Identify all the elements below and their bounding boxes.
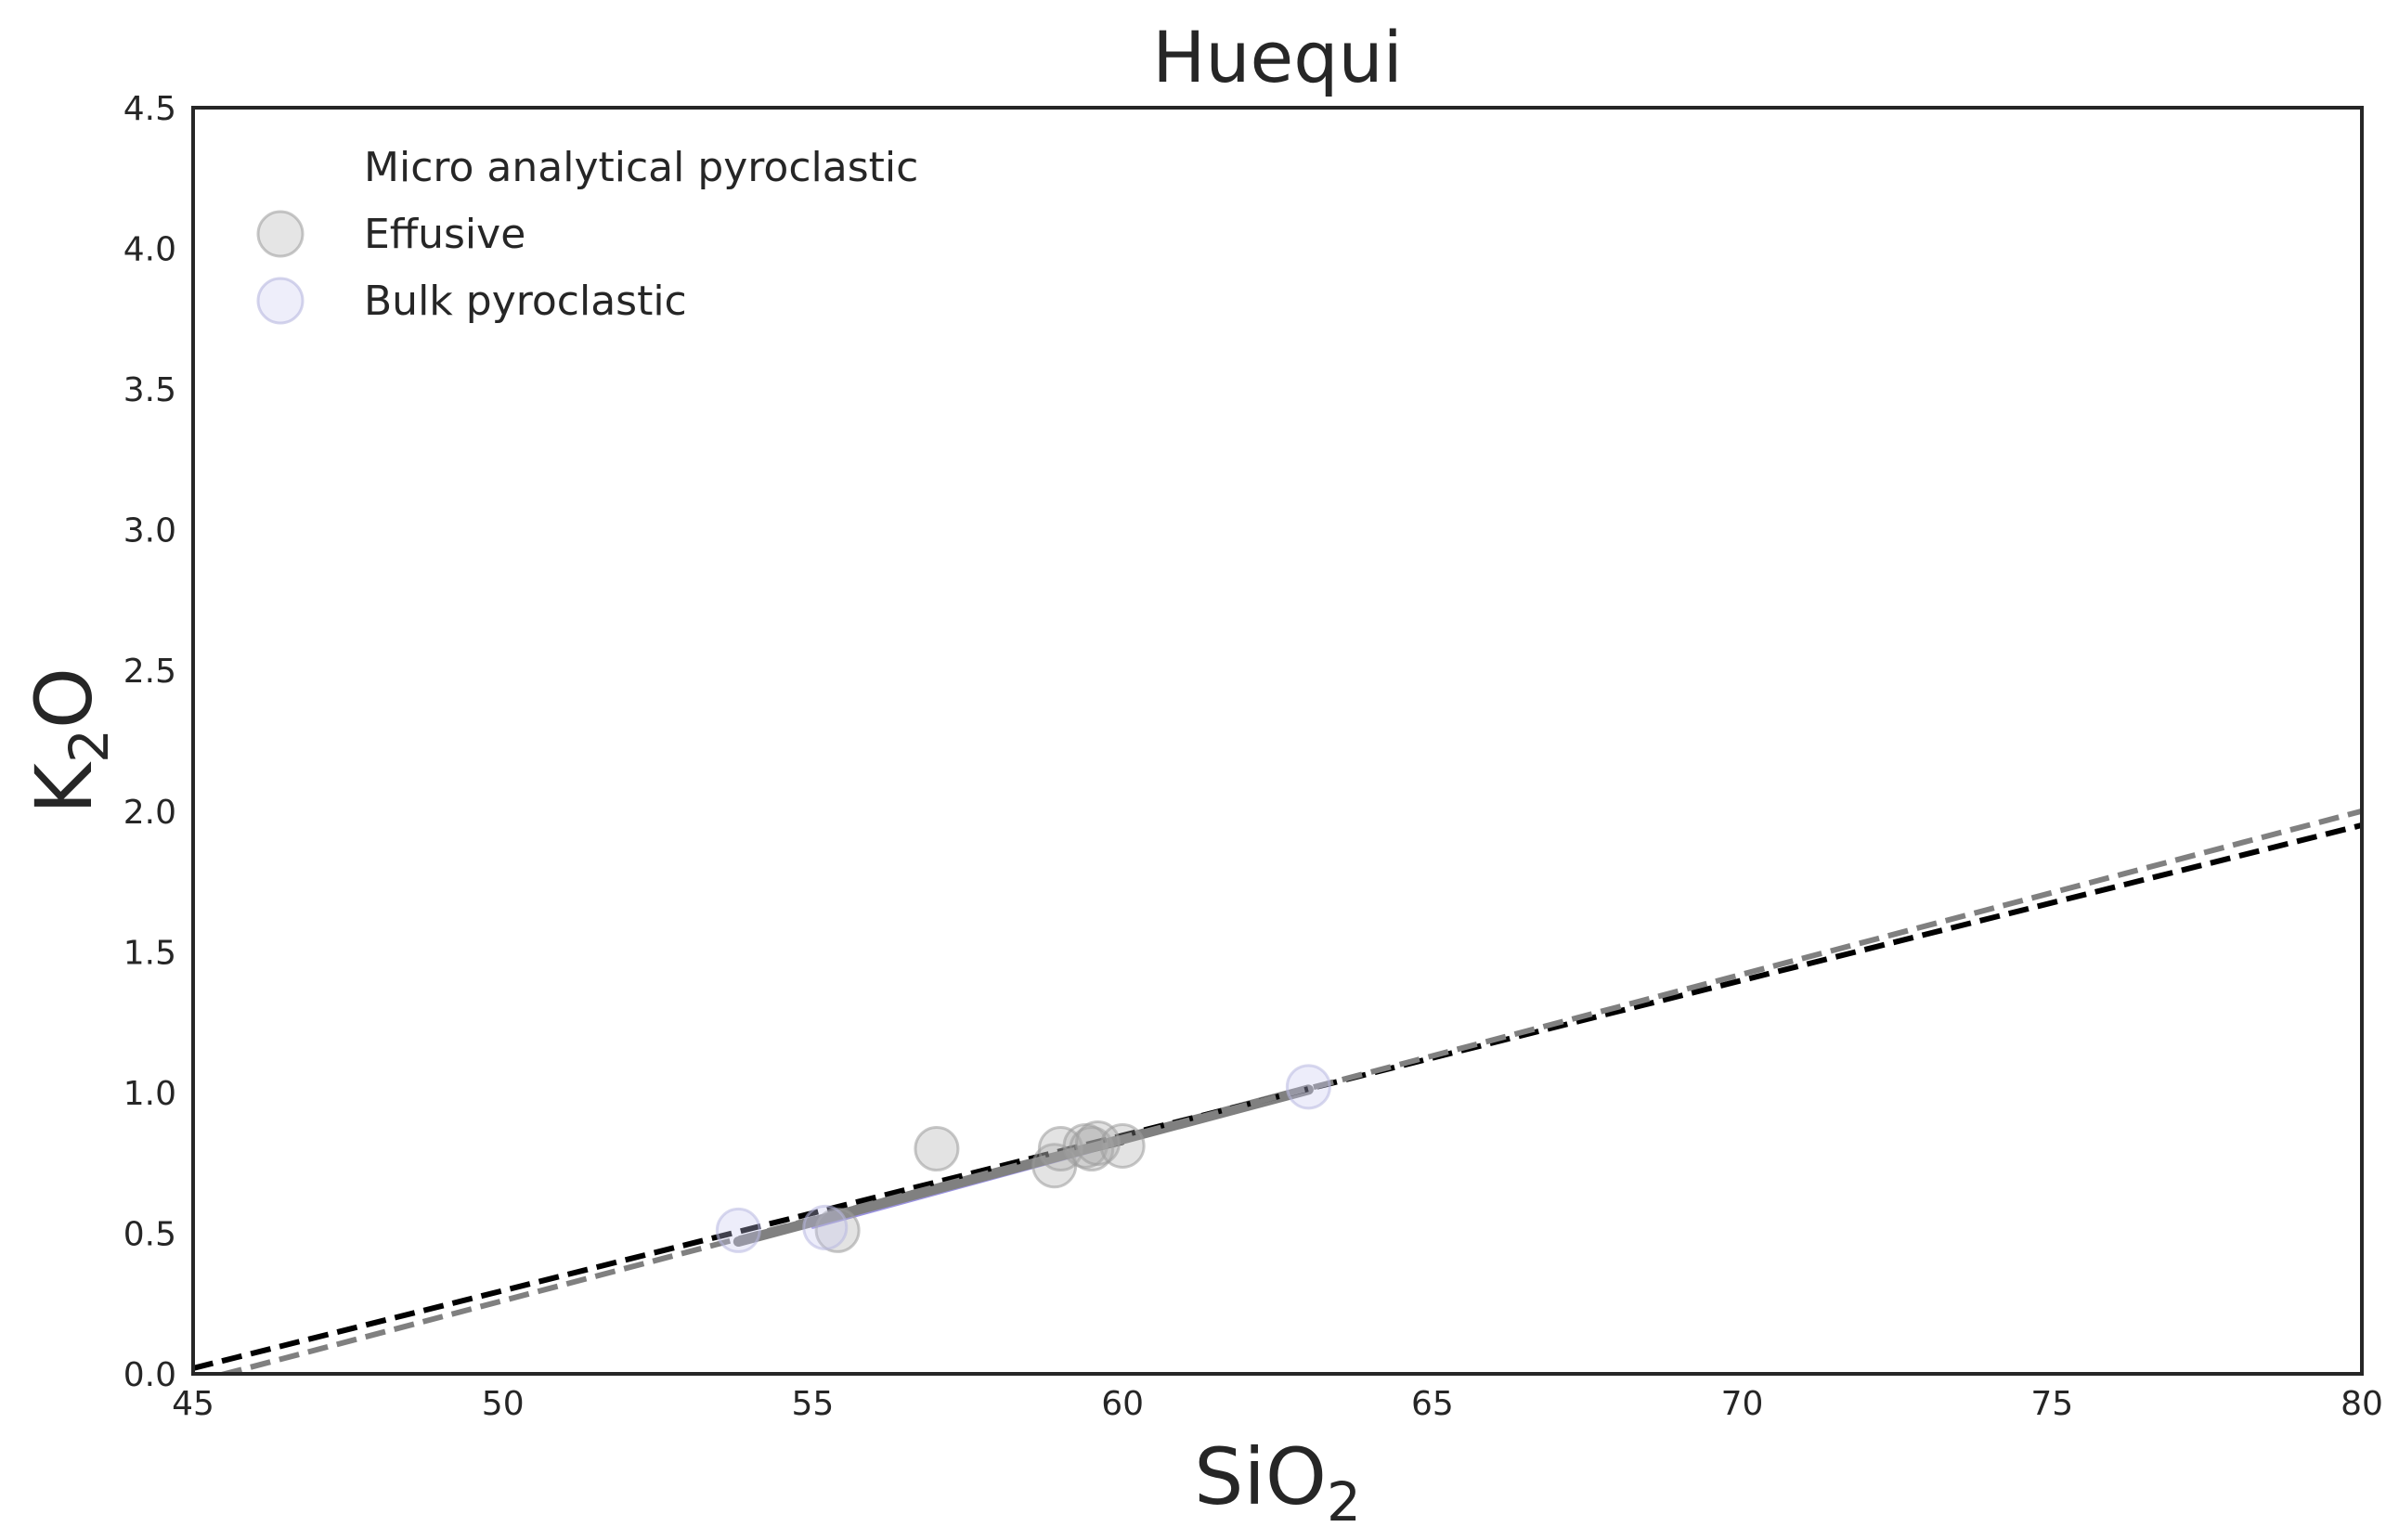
legend-label-micro-analytical-pyroclastic: Micro analytical pyroclastic	[364, 144, 918, 191]
legend-label-bulk-pyroclastic: Bulk pyroclastic	[364, 278, 687, 325]
trend-lines	[193, 808, 2362, 1374]
x-tick-label: 75	[2030, 1385, 2073, 1423]
y-tick-label: 3.0	[123, 512, 176, 550]
x-axis-label-subscript: 2	[1327, 1470, 1361, 1534]
x-tick-label: 80	[2341, 1385, 2383, 1423]
data-points	[715, 1064, 1331, 1253]
chart-title: Huequi	[1152, 16, 1403, 98]
dashed-trend-line	[214, 808, 2362, 1374]
x-tick-label: 55	[792, 1385, 835, 1423]
x-tick-label: 65	[1411, 1385, 1454, 1423]
y-tick-label: 2.0	[123, 794, 176, 832]
data-point	[802, 1204, 849, 1250]
x-tick-label: 50	[482, 1385, 525, 1423]
x-axis-label-base: SiO	[1194, 1431, 1327, 1522]
y-tick-label: 0.5	[123, 1215, 176, 1253]
data-point	[914, 1126, 960, 1172]
x-axis-label: SiO2	[1194, 1431, 1361, 1534]
y-axis-label-suffix: O	[19, 667, 110, 729]
y-tick-label: 2.5	[123, 653, 176, 691]
data-point	[715, 1207, 761, 1253]
x-tick-label: 45	[172, 1385, 214, 1423]
y-tick-label: 4.5	[123, 90, 176, 128]
y-tick-label: 1.0	[123, 1075, 176, 1113]
data-point	[1099, 1122, 1146, 1169]
x-axis-ticks: 45 50 55 60 65 70 75 80	[172, 1385, 2383, 1423]
data-point	[1037, 1126, 1083, 1172]
y-tick-label: 3.5	[123, 371, 176, 409]
data-point	[1285, 1064, 1331, 1110]
dashed-trend-line	[193, 822, 2362, 1371]
y-axis-label-base: K	[19, 761, 110, 814]
legend-marker-effusive	[256, 210, 305, 258]
legend-marker-micro-analytical-pyroclastic	[258, 145, 303, 189]
x-tick-label: 70	[1721, 1385, 1764, 1423]
y-axis-label-subscript: 2	[58, 729, 121, 763]
y-tick-label: 4.0	[123, 231, 176, 269]
x-tick-label: 60	[1101, 1385, 1144, 1423]
data-point	[1074, 1119, 1121, 1166]
y-axis-ticks: 0.0 0.5 1.0 1.5 2.0 2.5 3.0 3.5 4.0 4.5	[123, 90, 176, 1394]
legend-label-effusive: Effusive	[364, 211, 525, 258]
legend: Micro analytical pyroclastic Effusive Bu…	[256, 144, 918, 325]
legend-marker-bulk-pyroclastic	[256, 277, 305, 325]
y-tick-label: 0.0	[123, 1356, 176, 1394]
y-tick-label: 1.5	[123, 934, 176, 972]
y-axis-label: K2O	[19, 667, 121, 814]
plot-frame	[191, 106, 2364, 1376]
